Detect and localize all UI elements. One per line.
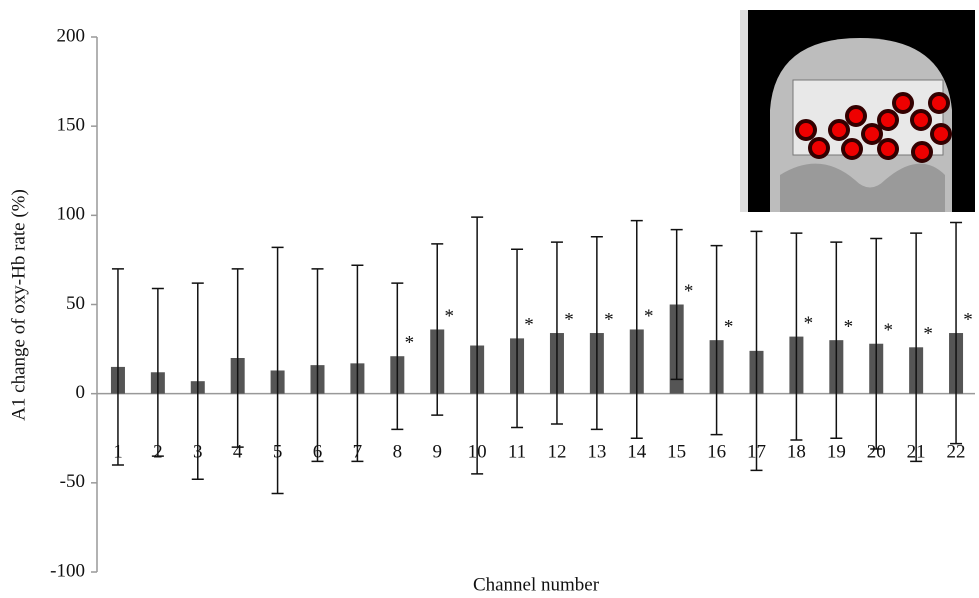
x-tick-label: 6 [313,441,323,462]
x-tick-label: 12 [547,441,566,462]
significance-marker: * [644,306,654,327]
significance-marker: * [604,309,614,330]
error-bar [111,268,124,466]
significance-marker: * [564,309,574,330]
x-tick-label: 21 [907,441,926,462]
significance-marker: * [684,281,694,302]
error-bar [750,230,763,472]
significance-marker: * [524,315,534,336]
y-tick-label: 0 [76,382,86,403]
x-tick-label: 5 [273,441,283,462]
error-bar [910,232,923,463]
error-bar [710,244,723,436]
x-axis-title: Channel number [473,574,600,595]
error-bar [630,219,643,439]
error-bar [950,221,963,445]
error-bar [790,232,803,441]
x-tick-label: 3 [193,441,203,462]
error-bar [391,282,404,431]
error-bar [191,282,204,481]
error-bar [151,287,164,457]
x-tick-label: 2 [153,441,163,462]
x-tick-label: 14 [627,441,647,462]
significance-marker: * [804,313,814,334]
x-tick-label: 7 [353,441,363,462]
x-tick-label: 9 [432,441,442,462]
x-tick-label: 22 [947,441,966,462]
error-bar [311,268,324,463]
error-bar [271,246,284,495]
inset-scrollbar [740,10,748,212]
error-bar [351,264,364,463]
head-inset [740,10,975,212]
x-tick-label: 16 [707,441,726,462]
x-tick-label: 11 [508,441,526,462]
error-bar [670,228,683,381]
y-tick-label: -100 [50,560,85,581]
error-bar [471,216,484,475]
y-tick-label: -50 [60,471,85,492]
y-tick-label: 100 [57,204,86,225]
y-tick-label: 200 [57,25,86,46]
error-bar [511,248,524,429]
significance-marker: * [444,306,454,327]
error-bar [231,268,244,448]
y-tick-label: 150 [57,115,86,136]
error-bar [830,241,843,439]
x-tick-label: 18 [787,441,806,462]
x-tick-label: 13 [587,441,606,462]
channel-dots [795,92,952,163]
x-tick-label: 19 [827,441,846,462]
face [780,163,945,212]
significance-marker: * [883,320,893,341]
y-axis-title: A1 change of oxy-Hb rate (%) [8,189,29,421]
error-bar [550,241,563,425]
x-tick-label: 15 [667,441,686,462]
significance-marker: * [923,324,933,345]
significance-marker: * [844,317,854,338]
y-tick-label: 50 [66,293,85,314]
error-bar [590,235,603,431]
x-tick-label: 10 [468,441,487,462]
significance-marker: * [724,317,734,338]
x-tick-label: 20 [867,441,886,462]
x-tick-label: 17 [747,441,766,462]
x-tick-label: 4 [233,441,243,462]
x-tick-label: 1 [113,441,123,462]
error-bar [431,243,444,416]
error-bar [870,237,883,450]
significance-marker: * [405,333,415,354]
x-tick-label: 8 [393,441,403,462]
significance-marker: * [963,309,973,330]
